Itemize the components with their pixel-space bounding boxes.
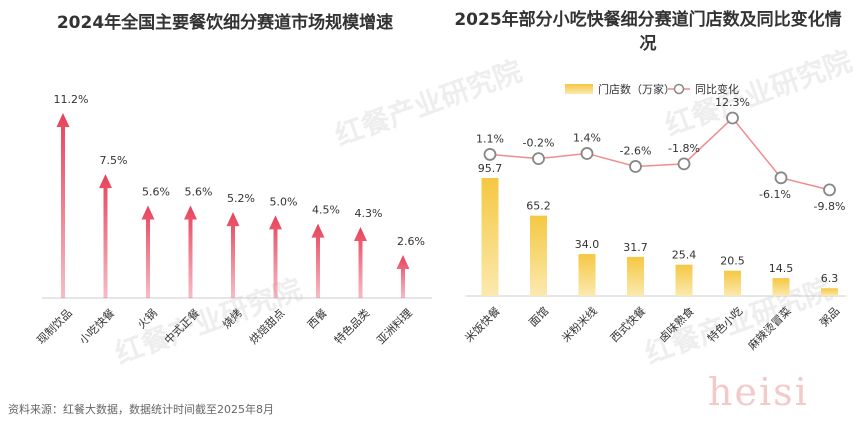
- yoy-value-label: -2.6%: [620, 144, 652, 157]
- growth-arrow: [269, 215, 282, 298]
- value-label: 5.6%: [185, 186, 213, 199]
- bar-value-label: 31.7: [623, 241, 648, 254]
- value-label: 4.3%: [355, 207, 383, 220]
- value-label: 4.5%: [312, 204, 340, 217]
- store-count-bar: [724, 270, 741, 296]
- category-label: 粥品: [818, 305, 843, 330]
- category-label: 面馆: [526, 304, 551, 329]
- bar-value-label: 14.5: [769, 262, 794, 275]
- store-count-bar: [627, 256, 644, 296]
- bar-value-label: 20.5: [720, 255, 745, 268]
- yoy-value-label: 1.1%: [476, 132, 504, 145]
- legend-line-marker: [673, 83, 685, 95]
- bar-value-label: 95.7: [478, 162, 503, 175]
- yoy-value-label: 12.3%: [715, 96, 750, 109]
- yoy-value-label: -6.1%: [759, 188, 791, 201]
- bar-value-label: 6.3: [821, 272, 839, 285]
- legend-line-label: 同比变化: [695, 82, 739, 96]
- yoy-change-line: [489, 116, 830, 191]
- value-label: 7.5%: [100, 154, 128, 167]
- bar-value-label: 65.2: [526, 200, 551, 213]
- yoy-value-label: 1.4%: [573, 131, 601, 144]
- yoy-marker: [677, 157, 691, 171]
- yoy-marker: [629, 160, 642, 173]
- legend-bar-swatch: [565, 84, 593, 94]
- value-label: 11.2%: [54, 93, 89, 106]
- store-count-bar: [821, 288, 838, 296]
- category-label: 特色小吃: [704, 304, 745, 345]
- yoy-marker: [580, 147, 594, 160]
- growth-arrow: [99, 174, 112, 298]
- yoy-value-label: -0.2%: [523, 137, 555, 150]
- growth-arrow: [354, 226, 367, 298]
- yoy-marker: [532, 152, 545, 166]
- growth-arrow: [311, 223, 325, 298]
- category-label: 米饭快餐: [462, 304, 503, 345]
- value-label: 2.6%: [397, 235, 425, 248]
- value-label: 5.0%: [270, 195, 298, 208]
- yoy-value-label: -9.8%: [814, 200, 846, 213]
- left-chart-title: 2024年全国主要餐饮细分赛道市场规模增速: [56, 13, 394, 33]
- bar-value-label: 25.4: [672, 249, 697, 262]
- value-label: 5.2%: [227, 192, 255, 205]
- yoy-marker: [726, 111, 739, 125]
- growth-arrow: [184, 205, 197, 298]
- right-chart-title: 2025年部分小吃快餐细分赛道门店数及同比变化情况: [454, 10, 842, 54]
- source-note: 资料来源：红餐大数据，数据统计时间截至2025年8月: [8, 403, 274, 416]
- legend-bar-label: 门店数（万家）: [598, 82, 675, 96]
- category-label: 麻辣烫冒菜: [745, 304, 794, 353]
- yoy-value-label: -1.8%: [668, 142, 700, 155]
- growth-arrow: [141, 205, 155, 298]
- growth-arrow: [396, 255, 410, 298]
- store-count-bar: [772, 278, 790, 296]
- store-count-bar: [675, 264, 693, 296]
- category-label: 卤味熟食: [656, 304, 697, 345]
- store-count-bar: [481, 178, 499, 296]
- value-label: 5.6%: [142, 186, 170, 199]
- bar-value-label: 34.0: [575, 238, 600, 251]
- yoy-marker: [774, 171, 788, 185]
- growth-arrow: [56, 113, 70, 298]
- category-label: 米粉米线: [559, 304, 600, 345]
- store-count-bar: [530, 215, 547, 296]
- signature: heisi: [708, 370, 809, 414]
- growth-arrow: [226, 212, 240, 298]
- yoy-marker: [483, 148, 497, 161]
- category-label: 西式快餐: [607, 304, 648, 345]
- yoy-marker: [823, 183, 836, 197]
- store-count-bar: [578, 254, 596, 296]
